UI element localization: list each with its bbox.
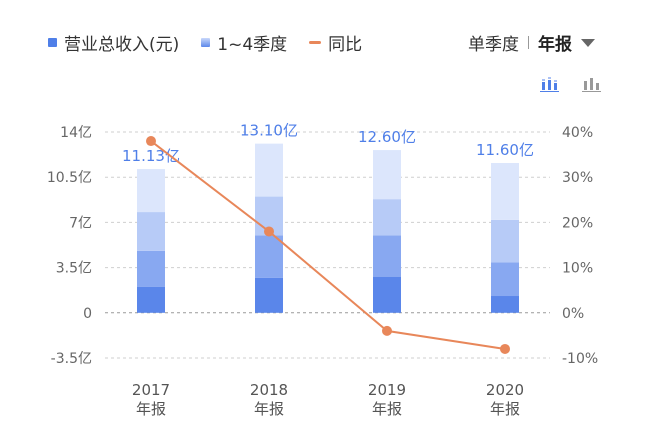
x-tick-label: 2020 [486, 381, 524, 399]
yoy-point [382, 325, 392, 336]
bar-segment [373, 199, 401, 236]
left-tick-label: 0 [83, 306, 92, 322]
legend-yoy[interactable]: 同比 [309, 30, 362, 55]
right-tick-label: 30% [562, 170, 593, 186]
yoy-point [146, 136, 156, 147]
left-tick-label: 10.5亿 [47, 170, 92, 186]
annual-option[interactable]: 年报 [538, 35, 572, 55]
bar-segment [255, 277, 283, 313]
chart-legend: 营业总收入(元) 1~4季度 同比 [48, 30, 384, 55]
bar-total-label: 12.60亿 [358, 128, 416, 146]
bar-segment [137, 250, 165, 287]
bar-segment [373, 235, 401, 277]
bar-total-label: 11.60亿 [476, 141, 534, 159]
bar-segment [491, 162, 519, 220]
legend-revenue-label: 营业总收入(元) [64, 35, 180, 55]
legend-quarter-label: 1~4季度 [217, 35, 288, 55]
bar-segment [137, 169, 165, 213]
bar-segment [255, 235, 283, 278]
bar-segment [373, 150, 401, 200]
left-tick-label: -3.5亿 [51, 351, 92, 367]
bar-segment [137, 212, 165, 251]
chevron-down-icon[interactable] [581, 38, 595, 47]
yoy-point [500, 343, 510, 354]
yoy-line [150, 140, 506, 350]
single-quarter-option[interactable]: 单季度 [468, 35, 519, 55]
bar-segment [255, 143, 283, 197]
left-tick-label: 7亿 [69, 215, 92, 231]
period-toggle: 单季度 年报 [468, 30, 595, 55]
bar-segment [373, 276, 401, 313]
bar-chart-icon[interactable] [581, 76, 601, 92]
quarter-swatch-icon [201, 38, 211, 47]
yoy-point [264, 226, 274, 237]
x-tick-sublabel: 年报 [136, 400, 166, 418]
yoy-line-swatch-icon [309, 41, 322, 44]
bar-segment [491, 296, 519, 313]
legend-yoy-label: 同比 [328, 35, 363, 55]
bar-segment [137, 286, 165, 313]
x-tick-sublabel: 年报 [490, 400, 520, 418]
x-tick-sublabel: 年报 [372, 400, 402, 418]
bar-segment [491, 262, 519, 297]
revenue-swatch-icon [48, 38, 57, 47]
legend-quarters[interactable]: 1~4季度 [201, 30, 287, 55]
x-tick-sublabel: 年报 [254, 400, 284, 418]
right-tick-label: 20% [562, 215, 593, 231]
right-tick-label: -10% [562, 351, 598, 367]
right-tick-label: 40% [562, 125, 593, 141]
toggle-divider [528, 36, 529, 49]
bar-segment [491, 219, 519, 263]
chart-view-switcher [539, 76, 601, 92]
stacked-bar-chart-icon[interactable] [539, 76, 559, 92]
left-tick-label: 3.5亿 [56, 261, 92, 277]
left-tick-label: 14亿 [60, 125, 92, 141]
right-tick-label: 0% [562, 306, 584, 322]
x-tick-label: 2017 [132, 381, 170, 399]
x-tick-label: 2018 [250, 381, 288, 399]
x-tick-label: 2019 [368, 381, 406, 399]
bar-total-label: 13.10亿 [240, 122, 298, 140]
right-tick-label: 10% [562, 261, 593, 277]
legend-revenue[interactable]: 营业总收入(元) [48, 30, 179, 55]
